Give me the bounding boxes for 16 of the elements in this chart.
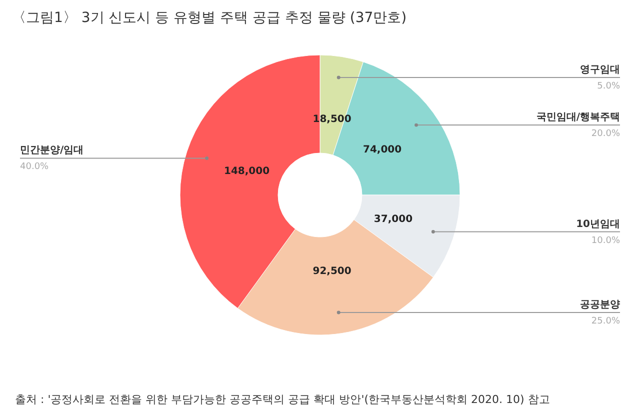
text: 25.0% <box>591 316 620 327</box>
slice-label: 10년임대 <box>576 218 620 230</box>
slice-label: 국민임대/행복주택 <box>536 112 620 124</box>
text: 40.0% <box>20 162 49 172</box>
slice-label: 공공분양 <box>580 300 620 311</box>
data-label: 37,000 <box>374 214 413 225</box>
data-label: 92,500 <box>312 266 352 278</box>
text: 5.0% <box>597 81 620 92</box>
data-label: 74,000 <box>362 144 402 156</box>
text: 10.0% <box>591 236 620 246</box>
text: 20.0% <box>591 129 620 140</box>
slice-label: 민간분양/임대 <box>20 145 84 156</box>
slice-label: 영구임대 <box>580 64 620 76</box>
chart-title: 〈그림1〉 3기 신도시 등 유형별 주택 공급 추정 물량 (37만호) <box>12 10 407 26</box>
data-label: 148,000 <box>224 166 270 178</box>
source-note: 출처 : '공정사회로 전환을 위한 부담가능한 공공주택의 공급 확대 방안'(한국부동산분석학회 2020. 10) 참고 <box>15 393 550 406</box>
